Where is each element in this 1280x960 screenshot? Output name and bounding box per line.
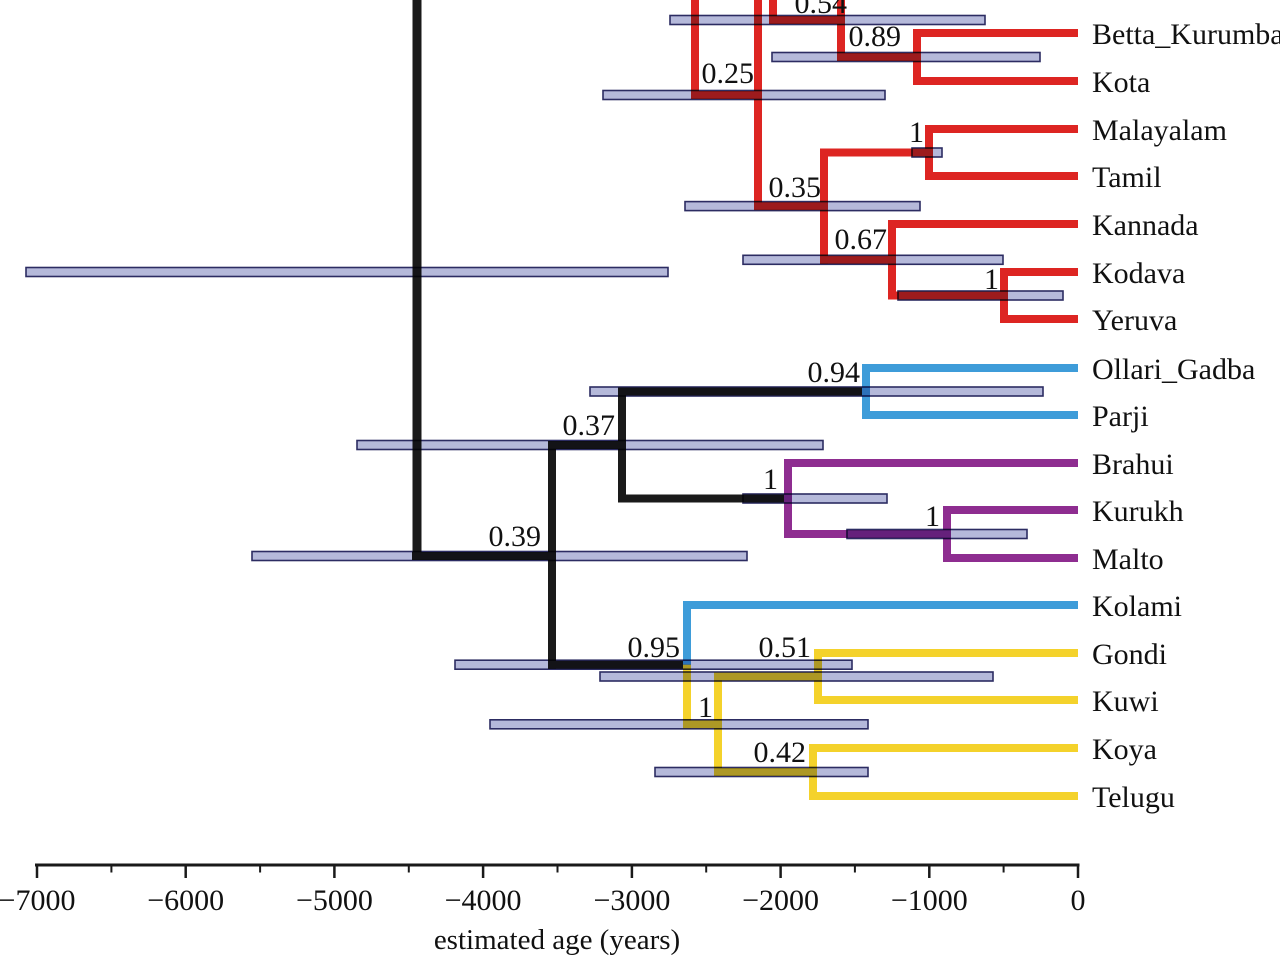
hpd-bar-root xyxy=(25,266,669,278)
hpd-bar-node-035 xyxy=(684,200,921,212)
tip-label-ollari-gadba: Ollari_Gadba xyxy=(1092,353,1255,386)
tick-label-minus-1000: −1000 xyxy=(891,884,968,917)
axis-minor-ticks xyxy=(110,865,1005,873)
hpd-bar-node-km xyxy=(846,528,1028,540)
hpd-bar-node-051 xyxy=(599,671,994,682)
support-label-kodava-yeruva: 1 xyxy=(984,263,999,296)
time-axis: −7000 −6000 −5000 −4000 −3000 −2000 −100… xyxy=(0,863,1086,956)
tip-label-yeruva: Yeruva xyxy=(1092,304,1177,337)
tick-label-zero: 0 xyxy=(1071,884,1086,917)
tip-label-kodava: Kodava xyxy=(1092,257,1185,290)
hpd-bar-node-mt xyxy=(911,147,943,158)
tick-label-minus-7000: −7000 xyxy=(0,884,75,917)
support-label-039: 0.39 xyxy=(489,520,542,553)
hpd-bar-node-039 xyxy=(251,550,748,562)
hpd-bars xyxy=(25,14,1064,778)
tip-label-brahui: Brahui xyxy=(1092,448,1174,481)
axis-tick-labels: −7000 −6000 −5000 −4000 −3000 −2000 −100… xyxy=(0,884,1086,917)
tip-label-kurukh: Kurukh xyxy=(1092,495,1184,528)
support-label-089: 0.89 xyxy=(849,20,902,53)
branches-light-blue xyxy=(683,364,1078,665)
tip-label-koya: Koya xyxy=(1092,733,1157,766)
tick-label-minus-6000: −6000 xyxy=(147,884,224,917)
hpd-bar-node-067 xyxy=(742,254,1004,266)
support-labels: 0.54 0.89 0.25 1 0.35 0.67 1 0.94 0.37 1… xyxy=(489,0,1000,769)
tip-label-parji: Parji xyxy=(1092,400,1149,433)
hpd-bar-node-nd xyxy=(742,493,888,504)
tip-label-telugu: Telugu xyxy=(1092,781,1175,814)
axis-title: estimated age (years) xyxy=(434,924,680,956)
hpd-bar-node-037 xyxy=(356,439,824,451)
tick-label-minus-3000: −3000 xyxy=(593,884,670,917)
support-label-025: 0.25 xyxy=(702,57,755,90)
support-label-yellow-clade: 1 xyxy=(698,691,713,724)
support-label-malayalam-tamil: 1 xyxy=(909,116,924,149)
tip-label-malto: Malto xyxy=(1092,543,1164,576)
hpd-bar-node-ky xyxy=(897,290,1064,301)
tip-label-gondi: Gondi xyxy=(1092,638,1167,671)
tip-label-tamil: Tamil xyxy=(1092,161,1162,194)
hpd-bar-node-042 xyxy=(654,766,869,778)
branches-black-spine xyxy=(412,0,870,669)
tick-label-minus-5000: −5000 xyxy=(296,884,373,917)
hpd-bar-node-y1 xyxy=(489,718,869,730)
tip-label-betta-kurumba: Betta_Kurumba xyxy=(1092,18,1280,51)
support-label-067: 0.67 xyxy=(835,223,888,256)
hpd-bar-node-095 xyxy=(454,659,853,671)
support-label-042: 0.42 xyxy=(754,736,807,769)
tick-label-minus-4000: −4000 xyxy=(445,884,522,917)
tip-label-kuwi: Kuwi xyxy=(1092,685,1159,718)
support-label-094: 0.94 xyxy=(808,356,861,389)
hpd-bar-node-025 xyxy=(602,89,886,101)
support-label-037: 0.37 xyxy=(563,409,616,442)
hpd-bar-node-054 xyxy=(669,14,986,26)
support-label-north-dravidian: 1 xyxy=(763,463,778,496)
support-label-035: 0.35 xyxy=(769,171,822,204)
axis-major-ticks xyxy=(35,865,1080,878)
tip-label-kannada: Kannada xyxy=(1092,209,1199,242)
tip-labels: Betta_Kurumba Kota Malayalam Tamil Kanna… xyxy=(1092,18,1280,814)
tick-label-minus-2000: −2000 xyxy=(742,884,819,917)
support-label-kurukh-malto: 1 xyxy=(925,500,940,533)
support-label-051: 0.51 xyxy=(759,631,812,664)
tip-label-malayalam: Malayalam xyxy=(1092,114,1227,147)
hpd-bar-node-089 xyxy=(771,51,1041,63)
support-label-054: 0.54 xyxy=(795,0,848,20)
support-label-095: 0.95 xyxy=(628,631,681,664)
tip-label-kolami: Kolami xyxy=(1092,590,1182,623)
tip-label-kota: Kota xyxy=(1092,66,1150,99)
hpd-bar-node-094 xyxy=(589,386,1044,397)
